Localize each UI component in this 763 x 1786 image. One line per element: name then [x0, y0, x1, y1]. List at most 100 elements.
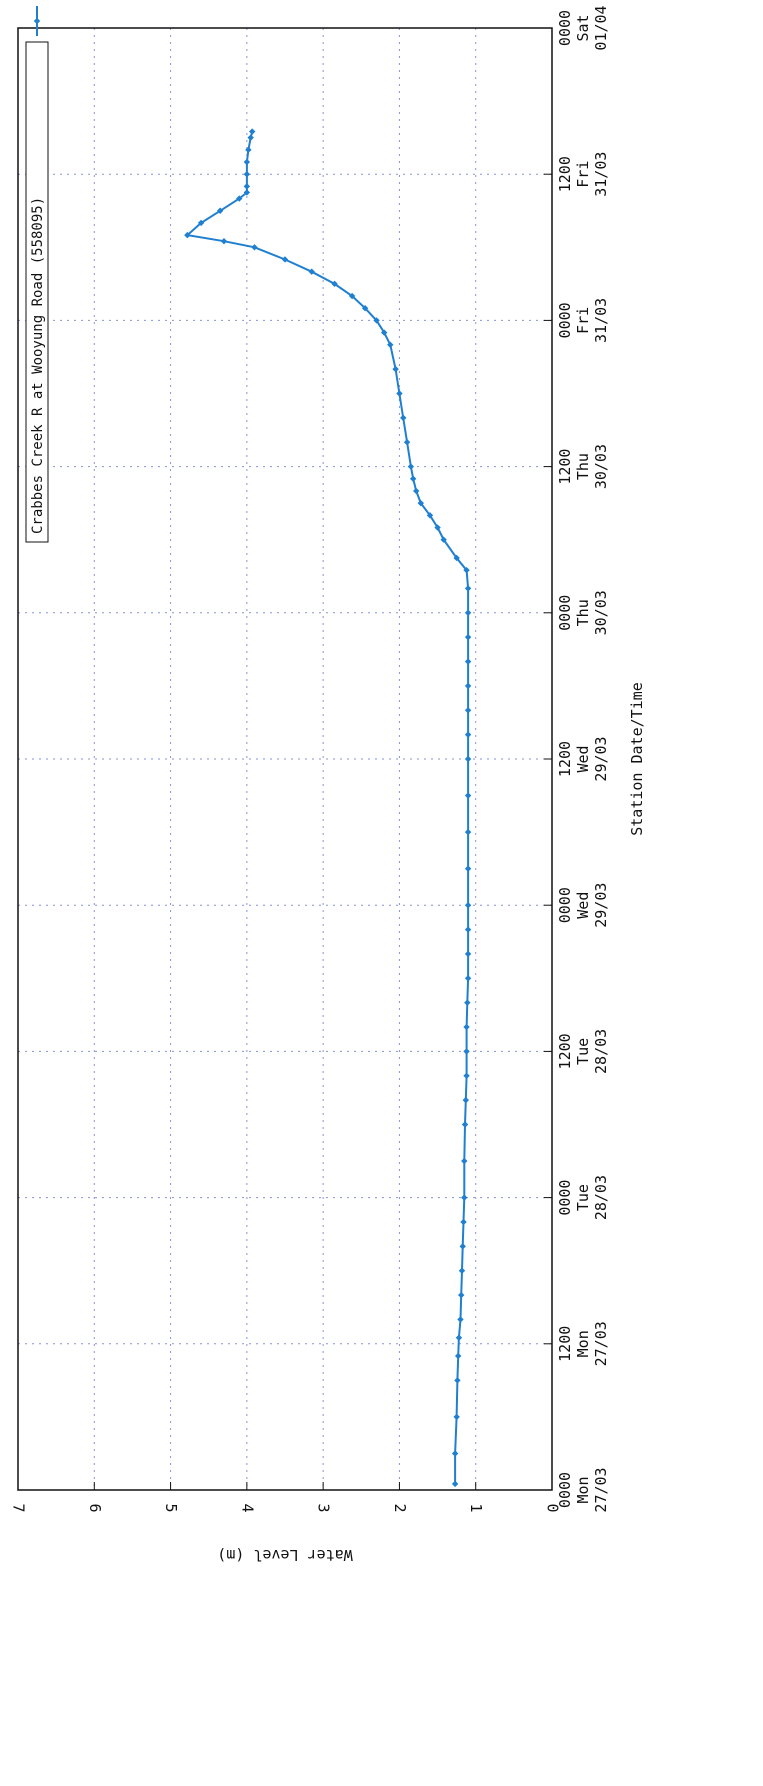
data-point	[220, 238, 228, 245]
data-point	[463, 1072, 470, 1079]
x-tick-label-time: 1200	[556, 741, 574, 777]
data-point	[464, 926, 472, 933]
data-point	[458, 1291, 465, 1299]
legend-series-label: Crabbes Creek R at Wooyung Road (558095)	[30, 197, 46, 534]
y-tick-label: 0	[544, 1503, 562, 1512]
x-tick-label-time: 0000	[556, 887, 574, 923]
data-point	[426, 512, 434, 519]
y-tick-label: 5	[162, 1503, 180, 1512]
x-tick-label-time: 1200	[556, 1033, 574, 1069]
x-tick-label-day: Sat	[574, 14, 592, 41]
x-tick-label-day: Thu	[574, 599, 592, 626]
x-tick-label-day: Thu	[574, 453, 592, 480]
data-point	[243, 189, 251, 196]
data-point	[243, 183, 251, 190]
x-tick-label-time: 0000	[556, 1472, 574, 1508]
x-tick-label-date: 28/03	[592, 1175, 610, 1220]
data-point	[464, 633, 472, 641]
data-point	[247, 134, 254, 141]
data-point	[331, 280, 338, 288]
data-point	[455, 1334, 463, 1341]
data-point	[464, 950, 472, 958]
data-point	[197, 219, 205, 227]
data-point	[459, 1243, 466, 1250]
data-point	[464, 828, 472, 836]
y-axis-title: Water Level (m)	[217, 1546, 352, 1564]
x-tick-label-day: Fri	[574, 161, 592, 188]
x-tick-label-day: Wed	[574, 892, 592, 919]
data-point	[461, 1194, 468, 1201]
data-point	[464, 865, 472, 872]
data-point	[281, 256, 289, 263]
x-tick-label-time: 1200	[556, 1326, 574, 1362]
x-tick-label-time: 1200	[556, 449, 574, 485]
y-axis-ticks: 0 1 2 3 4 5 6 7	[10, 1482, 562, 1513]
data-point	[236, 195, 243, 202]
legend-box	[25, 41, 49, 543]
data-point	[400, 414, 407, 422]
data-point	[409, 475, 417, 482]
data-point	[251, 244, 258, 251]
legend: Crabbes Creek R at Wooyung Road (558095)	[25, 6, 49, 543]
x-tick-label-date: 30/03	[592, 444, 610, 489]
x-tick-label-time: 1200	[556, 156, 574, 192]
x-tick-label-day: Wed	[574, 745, 592, 772]
data-point	[245, 146, 252, 154]
data-point	[454, 1377, 461, 1384]
y-tick-label: 1	[467, 1503, 485, 1512]
x-tick-label-date: 28/03	[592, 1029, 610, 1074]
x-tick-label-day: Mon	[574, 1330, 592, 1357]
data-point	[380, 329, 388, 336]
x-tick-label-date: 27/03	[592, 1321, 610, 1366]
data-point	[464, 902, 472, 909]
data-point	[373, 317, 380, 324]
x-tick-label-date: 31/03	[592, 298, 610, 343]
x-tick-label-time: 0000	[556, 1180, 574, 1216]
x-tick-label-date: 30/03	[592, 590, 610, 635]
x-tick-label-time: 0000	[556, 10, 574, 46]
x-tick-label-date: 31/03	[592, 152, 610, 197]
x-tick-label-date: 01/04	[592, 5, 610, 50]
data-point	[458, 1267, 466, 1274]
data-point	[464, 731, 472, 738]
data-point	[464, 999, 471, 1006]
series-layer	[184, 128, 472, 1488]
data-point	[453, 554, 460, 562]
series-line	[185, 131, 470, 1484]
data-point	[464, 755, 472, 763]
data-point	[457, 1316, 464, 1323]
data-point	[361, 305, 369, 312]
y-tick-label: 7	[10, 1503, 28, 1512]
legend-swatch-marker	[33, 17, 41, 25]
x-tick-label-day: Tue	[574, 1038, 592, 1065]
y-tick-label: 4	[238, 1503, 256, 1512]
y-tick-label: 6	[86, 1503, 104, 1512]
data-point	[248, 128, 256, 135]
data-point	[243, 171, 251, 178]
data-point	[403, 439, 411, 446]
data-point	[464, 658, 472, 665]
data-point	[464, 682, 472, 690]
data-point	[464, 609, 472, 616]
data-point	[407, 463, 415, 470]
data-point	[440, 536, 447, 543]
x-tick-label-date: 27/03	[592, 1467, 610, 1512]
x-tick-label-date: 29/03	[592, 883, 610, 928]
data-point	[464, 975, 472, 982]
data-point	[461, 1157, 468, 1165]
data-point	[392, 365, 399, 373]
data-point	[308, 268, 315, 275]
data-point	[454, 1352, 462, 1360]
data-point	[453, 1413, 460, 1421]
data-point	[243, 158, 251, 166]
x-axis-title: Station Date/Time	[628, 682, 646, 836]
data-point	[348, 292, 356, 300]
x-tick-label-time: 0000	[556, 302, 574, 338]
x-tick-label-day: Fri	[574, 307, 592, 334]
data-point	[461, 1121, 469, 1128]
data-point	[184, 231, 191, 239]
data-point	[451, 1450, 459, 1457]
data-point	[387, 341, 394, 348]
data-point	[451, 1480, 459, 1488]
